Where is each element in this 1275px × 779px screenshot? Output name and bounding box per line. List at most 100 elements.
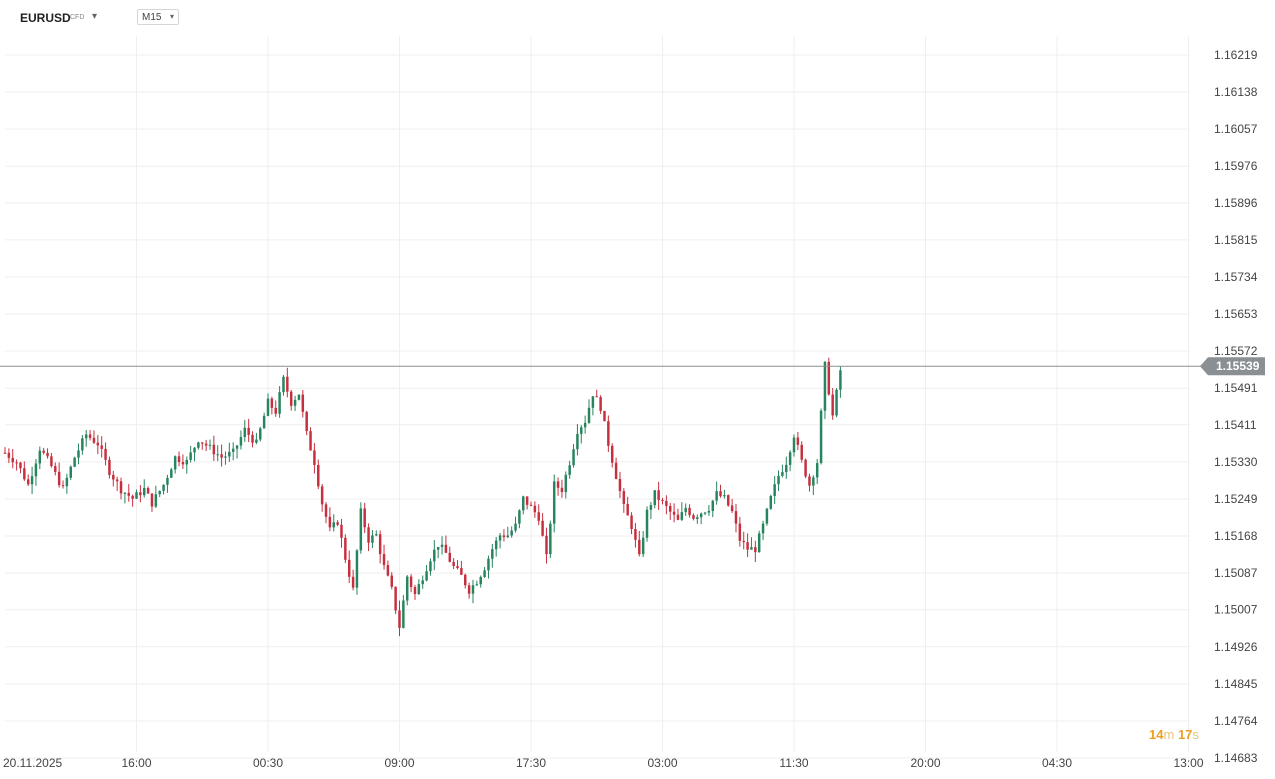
candle-body (100, 445, 103, 449)
candle-body (115, 479, 119, 482)
candle-body (301, 394, 305, 412)
countdown-minutes: 14 (1149, 727, 1164, 742)
candle-body (475, 584, 479, 586)
candle-body (266, 398, 270, 416)
y-tick-label: 1.15330 (1214, 455, 1258, 469)
candle-body (7, 452, 11, 458)
candle-body (529, 504, 533, 506)
candle-body (699, 513, 703, 518)
x-tick-label: 20:00 (910, 756, 940, 770)
y-tick-label: 1.15411 (1214, 418, 1257, 432)
candle-countdown: 14m 17s (1149, 727, 1199, 742)
candle-body (808, 476, 811, 486)
candle-body (11, 457, 14, 463)
y-tick-label: 1.15007 (1214, 603, 1258, 617)
candle-body (324, 504, 328, 517)
candle-body (680, 512, 684, 520)
candle-body (595, 396, 598, 398)
candle-body (568, 465, 571, 475)
candle-body (823, 361, 827, 411)
candle-body (607, 421, 610, 446)
candle-body (518, 510, 521, 524)
y-tick-label: 1.14764 (1214, 714, 1258, 728)
candle-body (471, 585, 475, 594)
candle-body (170, 469, 173, 478)
candle-body (727, 495, 730, 506)
candle-body (293, 399, 297, 406)
candle-body (788, 452, 792, 465)
candle-body (34, 463, 38, 477)
candle-body (757, 533, 761, 553)
candle-body (572, 449, 575, 466)
candle-body (57, 471, 61, 486)
y-tick-label: 1.15087 (1214, 566, 1258, 580)
candle-body (692, 515, 695, 519)
candle-body (777, 475, 780, 485)
symbol-label[interactable]: EURUSD (20, 11, 71, 25)
x-tick-label: 13:00 (1173, 756, 1203, 770)
candle-body (815, 463, 819, 478)
candle-body (158, 490, 161, 495)
symbol-dropdown-icon[interactable]: ▾ (92, 11, 98, 22)
candle-body (84, 434, 88, 439)
candle-body (773, 484, 776, 497)
candle-body (386, 565, 390, 576)
candle-body (711, 500, 715, 511)
y-tick-label: 1.15572 (1214, 344, 1258, 358)
candle-body (150, 493, 154, 507)
candle-body (73, 457, 76, 467)
x-tick-label: 11:30 (779, 756, 808, 770)
candle-body (738, 523, 742, 541)
candle-body (305, 411, 308, 432)
symbol-type-label: CFD (70, 14, 85, 21)
candle-body (630, 515, 633, 530)
y-tick-label: 1.16219 (1214, 48, 1258, 62)
candle-body (371, 535, 374, 543)
candle-body (433, 549, 436, 562)
y-tick-label: 1.15734 (1214, 270, 1258, 284)
x-tick-label: 17:30 (516, 756, 546, 770)
candle-body (88, 434, 92, 438)
candle-body (556, 481, 560, 488)
candle-body (127, 492, 131, 496)
candle-body (591, 396, 595, 408)
candle-body (703, 512, 707, 514)
candle-body (483, 570, 486, 577)
candle-body (375, 534, 378, 536)
y-tick-label: 1.14845 (1214, 677, 1258, 691)
candle-body (487, 558, 490, 571)
candle-body (448, 552, 452, 562)
candle-body (309, 431, 312, 451)
candle-body (440, 544, 444, 548)
candle-body (166, 477, 169, 485)
candle-body (394, 586, 397, 611)
candle-body (467, 585, 471, 594)
candle-body (502, 535, 506, 538)
candle-body (549, 523, 552, 555)
candle-body (282, 376, 285, 393)
candle-body (479, 576, 482, 585)
candle-body (398, 610, 401, 628)
current-price-tag (1200, 357, 1265, 376)
candle-body (610, 445, 614, 463)
candle-body (587, 407, 591, 423)
candle-body (208, 444, 212, 446)
candle-body (491, 549, 494, 559)
candle-body (142, 488, 146, 496)
x-tick-label: 20.11.2025 (3, 756, 62, 770)
candle-body (112, 474, 115, 480)
candle-body (359, 508, 363, 551)
candle-body (96, 442, 100, 446)
candle-body (494, 540, 498, 550)
candle-body (355, 550, 359, 588)
candle-body (560, 487, 564, 493)
candle-body (769, 496, 773, 509)
candle-body (259, 428, 262, 440)
candle-body (23, 468, 26, 480)
candle-body (730, 505, 734, 512)
timeframe-select[interactable]: M15 ▾ (137, 9, 179, 25)
candle-body (61, 485, 65, 487)
candle-body (688, 507, 691, 516)
current-price-label: 1.15539 (1216, 359, 1260, 373)
